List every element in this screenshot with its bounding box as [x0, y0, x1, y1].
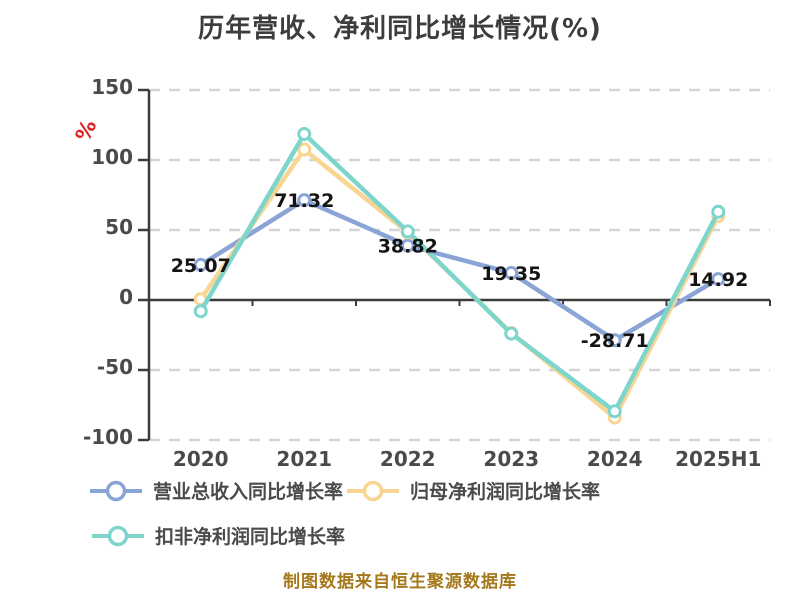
legend-label: 营业总收入同比增长率 — [153, 481, 344, 503]
x-tick-label: 2025H1 — [675, 447, 761, 471]
data-label: 19.35 — [481, 263, 541, 285]
x-tick-label: 2023 — [483, 447, 539, 471]
legend-item-total-revenue-growth[interactable]: 营业总收入同比增长率 — [88, 477, 343, 504]
data-source-caption: 制图数据来自恒生聚源数据库 — [283, 572, 517, 592]
y-tick-label: -50 — [97, 355, 133, 379]
y-tick-label: 0 — [119, 285, 133, 309]
series-point-2 — [504, 326, 519, 341]
series-point-0 — [504, 265, 519, 280]
x-tick-label: 2020 — [173, 447, 229, 471]
data-label: 71.32 — [274, 190, 334, 212]
series-point-0 — [607, 333, 622, 348]
y-tick-label: 50 — [105, 215, 133, 239]
legend-item-deducted-net-profit-growth[interactable]: 扣非净利润同比增长率 — [90, 522, 345, 549]
x-tick-label: 2024 — [587, 447, 643, 471]
series-point-2 — [607, 404, 622, 419]
series-point-0 — [297, 193, 312, 208]
series-point-0 — [711, 272, 726, 287]
legend-line-marker-icon — [92, 525, 144, 546]
series-point-0 — [193, 257, 208, 272]
x-tick-label: 2021 — [276, 447, 332, 471]
y-tick-label: 150 — [91, 75, 133, 99]
legend-label: 归母净利润同比增长率 — [410, 481, 601, 503]
series-point-1 — [297, 142, 312, 157]
data-label: 38.82 — [378, 236, 438, 258]
series-line-2 — [198, 131, 721, 414]
y-tick-label: -100 — [83, 425, 133, 449]
y-axis-unit-label: % — [71, 116, 102, 145]
series-point-2 — [297, 126, 312, 141]
series-point-2 — [193, 304, 208, 319]
y-tick-label: 100 — [91, 145, 133, 169]
legend-line-marker-icon — [347, 480, 399, 501]
series-point-2 — [711, 204, 726, 219]
data-label: 14.92 — [688, 269, 748, 291]
data-label: 25.07 — [171, 255, 231, 277]
legend-item-net-profit-growth[interactable]: 归母净利润同比增长率 — [345, 477, 600, 504]
series-point-2 — [400, 224, 415, 239]
legend-label: 扣非净利润同比增长率 — [155, 526, 346, 548]
data-label: -28.71 — [581, 330, 649, 352]
x-tick-label: 2022 — [380, 447, 436, 471]
legend-line-marker-icon — [90, 480, 142, 501]
series-point-0 — [400, 238, 415, 253]
chart-title: 历年营收、净利同比增长情况(%) — [198, 14, 602, 44]
series-line-0 — [198, 197, 721, 343]
